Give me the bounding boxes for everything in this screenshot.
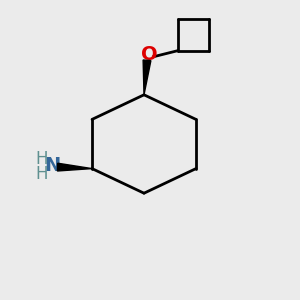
Text: N: N [44, 156, 60, 175]
Polygon shape [57, 163, 92, 171]
Polygon shape [143, 60, 151, 95]
Text: H: H [36, 165, 48, 183]
Text: H: H [36, 150, 48, 168]
Text: O: O [141, 45, 158, 64]
